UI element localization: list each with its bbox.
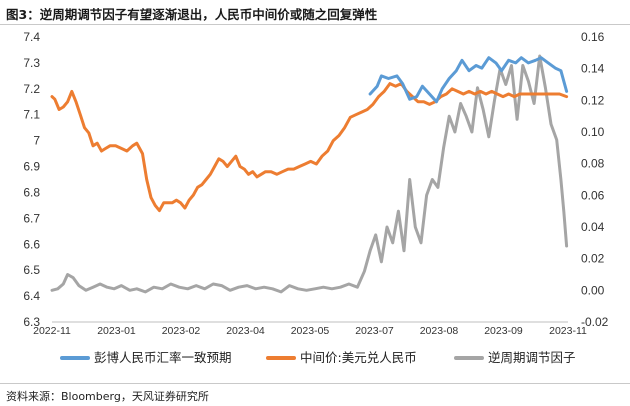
x-tick-label: 2023-01: [97, 325, 136, 337]
y-right-tick-label: 0.16: [581, 30, 605, 44]
x-tick-label: 2023-02: [162, 325, 201, 337]
x-tick-label: 2023-11: [549, 325, 587, 337]
series-line: [50, 82, 569, 213]
y-right-tick-label: 0.06: [581, 188, 605, 202]
footer-divider: [0, 383, 630, 384]
x-tick-label: 2022-11: [33, 325, 71, 337]
series-line: [368, 56, 569, 104]
y-left-tick-label: 7: [33, 134, 40, 148]
source-note: 资料来源：Bloomberg，天风证券研究所: [6, 390, 209, 403]
y-left-tick-label: 6.9: [23, 160, 40, 174]
y-right-tick-label: 0.00: [581, 283, 605, 297]
legend-label: 中间价:美元兑人民币: [300, 350, 417, 365]
axes: 7.4 7.3 7.2 7.1 7 6.9 6.8 6.7 6.6 6.5 6.4 6.3 0.16 0.…: [23, 30, 608, 337]
y-left-tick-label: 6.7: [23, 211, 40, 225]
y-right-tick-label: -0.02: [581, 315, 609, 329]
y-right-tick-label: 0.12: [581, 93, 605, 107]
y-left-tick-label: 6.5: [23, 263, 40, 277]
y-right-tick-label: 0.14: [581, 62, 605, 76]
line-chart: 7.4 7.3 7.2 7.1 7 6.9 6.8 6.7 6.6 6.5 6.4 6.3 0.16 0.…: [23, 30, 608, 365]
y-right-tick-label: 0.10: [581, 125, 605, 139]
y-left-tick-label: 7.3: [23, 56, 40, 70]
y-left-tick-label: 6.8: [23, 185, 40, 199]
y-left-tick-label: 6.3: [23, 315, 40, 329]
legend-label: 逆周期调节因子: [488, 350, 576, 365]
chart-legend: 彭博人民币汇率一致预期 中间价:美元兑人民币 逆周期调节因子: [60, 350, 576, 365]
figure-header: 图3：逆周期调节因子有望逐渐退出，人民币中间价或随之回复弹性: [0, 0, 630, 25]
x-tick-label: 2023-09: [484, 325, 523, 337]
series-lines: [50, 54, 569, 294]
y-left-tick-label: 6.4: [23, 289, 40, 303]
chart-title: 图3：逆周期调节因子有望逐渐退出，人民币中间价或随之回复弹性: [6, 7, 378, 22]
x-tick-label: 2023-05: [291, 325, 330, 337]
y-left-tick-label: 6.6: [23, 237, 40, 251]
y-left-tick-label: 7.1: [23, 108, 40, 122]
y-left-tick-label: 7.4: [23, 30, 40, 44]
x-tick-label: 2023-04: [226, 325, 265, 337]
y-left-tick-label: 7.2: [23, 82, 40, 96]
x-tick-label: 2023-08: [420, 325, 459, 337]
y-right-tick-label: 0.02: [581, 252, 605, 266]
y-right-tick-label: 0.08: [581, 157, 605, 171]
y-right-tick-label: 0.04: [581, 220, 605, 234]
legend-label: 彭博人民币汇率一致预期: [94, 350, 232, 365]
x-tick-label: 2023-07: [355, 325, 394, 337]
